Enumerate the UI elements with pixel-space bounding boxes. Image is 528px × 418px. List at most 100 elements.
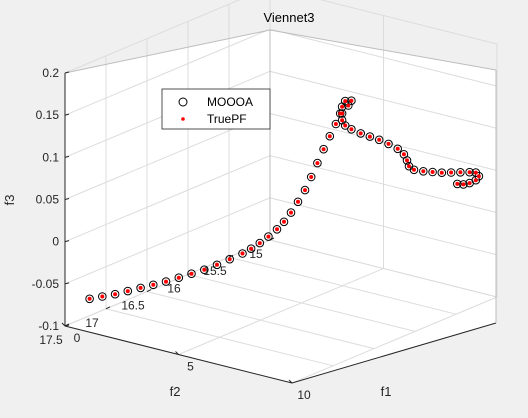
moooa-point [123,286,133,296]
moooa-point [272,225,282,234]
moooa-point [85,294,94,304]
truepf-point [125,289,130,294]
truepf-point [327,134,332,139]
truepf-point [346,103,351,108]
moooa-point [347,96,356,105]
f1-gridline [291,44,498,384]
legend[interactable]: MOOOA TruePF [161,88,271,130]
moooa-point [365,132,375,141]
moooa-point [293,197,303,207]
moooa-point [238,249,247,258]
moooa-point [212,260,222,270]
moooa-point [419,167,428,176]
moooa-point [374,135,384,145]
f1-tick-mark [61,322,66,327]
f2-tick-label: 15.5 [203,264,227,278]
f2-tick-mark [64,323,70,327]
moooa-point [264,232,273,241]
moooa-point [286,208,296,217]
moooa-point [402,156,412,165]
axes-box [65,30,496,383]
z-gridline [64,0,498,74]
moooa-point [98,292,107,301]
f1-gridline [178,15,384,355]
truepf-point [275,227,279,232]
z-tick-mark [64,155,70,158]
truepf-point [249,246,254,251]
moooa-point [409,165,419,175]
moooa-point [456,168,465,177]
moooa-point [110,289,120,299]
top-back-right-edge [269,29,497,71]
truepf-point [340,104,345,109]
f1-tick-mark [175,351,179,355]
moooa-point [393,144,403,154]
truepf-point [439,170,444,175]
f2-tick-mark [146,289,152,293]
truepf-point [257,241,262,246]
truepf-point [405,158,409,163]
z-tick-label: 0.2 [42,66,59,80]
truepf-point [449,170,454,175]
truepf-point [303,188,307,193]
z-tick-mark [64,282,70,285]
moooa-point [306,172,316,182]
moooa-point [300,185,310,195]
truepf-point [296,199,300,204]
truepf-point [340,118,345,123]
truepf-point [476,174,481,179]
z-tick-label: 0.15 [36,108,60,122]
truepf-point [113,292,118,297]
truepf-point [367,134,372,139]
moooa-point [255,238,265,248]
legend-label-series2: TruePF [207,112,247,126]
chart-title: Viennet3 [263,10,314,25]
moooa-point [149,280,158,290]
moooa-point [446,168,456,177]
y-axis-label: f2 [170,384,181,399]
f1-tick-label: 10 [297,388,311,402]
truepf-point [321,147,326,152]
truepf-point [377,137,382,142]
f1-tick-mark [288,379,293,384]
truepf-point [421,169,426,174]
data-points [85,96,484,304]
z-tick-label: 0 [52,235,59,249]
f2-tick-label: 16 [167,281,181,295]
f2-tick-mark [228,254,234,258]
truepf-point [473,178,478,183]
truepf-point [151,282,156,287]
moooa-point [437,168,447,177]
f2-tick-mark [105,306,111,310]
z-tick-mark [64,198,70,200]
truepf-point [473,170,478,175]
truepf-point [240,251,245,256]
f1-tick-label: 5 [187,360,194,374]
moooa-point [161,277,171,286]
legend-label-series1: MOOOA [207,95,253,109]
moooa-point [465,178,474,188]
truepf-point [395,146,400,151]
moooa-point [319,144,328,154]
truepf-point [202,267,207,272]
moooa-point [465,167,474,177]
truepf-point [455,181,460,186]
z-tick-mark [64,240,70,243]
truepf-point [343,99,348,104]
moooa-point [428,167,437,177]
legend-marker-circle [178,97,188,107]
moooa-point [325,131,335,141]
top-back-left-edge [64,29,271,74]
legend-marker-dot [181,117,185,121]
x-axis-line [291,322,497,384]
z-tick-mark [64,71,70,74]
truepf-point [386,141,391,146]
moooa-point [331,119,341,129]
moooa-point [246,244,256,253]
truepf-point [315,161,320,166]
z-tick-mark [64,113,70,116]
truepf-point [430,170,435,174]
truepf-point [349,127,354,132]
z-axis-label: f3 [2,195,17,206]
